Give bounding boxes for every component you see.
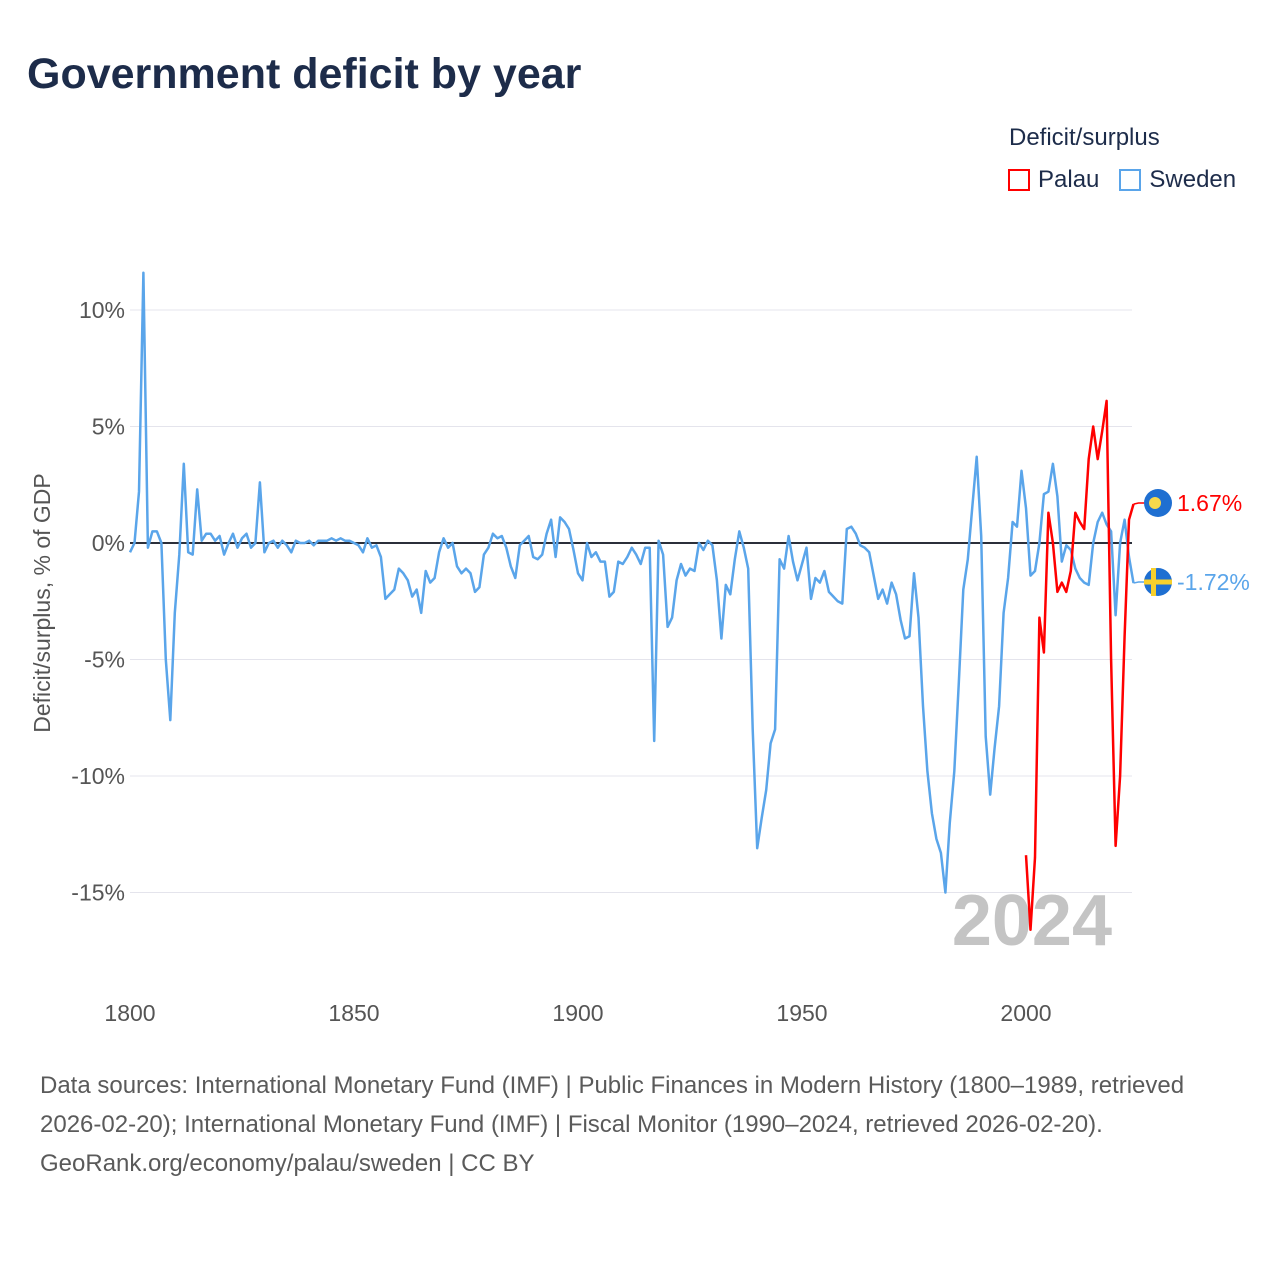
y-tick-label: 10% — [79, 297, 125, 323]
y-tick-label: -5% — [84, 647, 125, 673]
legend-swatch-palau — [1008, 169, 1030, 191]
end-connector — [1133, 502, 1145, 505]
legend-item-sweden[interactable]: Sweden — [1119, 166, 1236, 194]
end-connector — [1133, 581, 1145, 584]
y-tick-label: -10% — [71, 763, 125, 789]
x-tick-label: 1850 — [328, 1000, 379, 1026]
y-axis-label: Deficit/surplus, % of GDP — [29, 473, 55, 732]
x-tick-label: 1900 — [552, 1000, 603, 1026]
y-tick-label: -15% — [71, 880, 125, 906]
end-value-label: 1.67% — [1177, 490, 1242, 516]
y-tick-label: 0% — [92, 530, 125, 556]
flag-icon-palau — [1144, 489, 1172, 517]
legend: Palau Sweden — [1008, 166, 1236, 194]
flag-moon — [1149, 497, 1161, 509]
flag-cross-v — [1151, 568, 1156, 596]
legend-label: Sweden — [1149, 166, 1237, 193]
x-tick-label: 1950 — [776, 1000, 827, 1026]
x-tick-label: 1800 — [104, 1000, 155, 1026]
series-line-palau — [1024, 399, 1135, 932]
legend-label: Palau — [1038, 166, 1100, 193]
x-tick-label: 2000 — [1000, 1000, 1051, 1026]
end-value-label: -1.72% — [1177, 569, 1250, 595]
series-line-sweden — [128, 271, 1135, 894]
footer: Data sources: International Monetary Fun… — [40, 1066, 1240, 1183]
flag-cross-h — [1144, 579, 1172, 585]
credit-link[interactable]: GeoRank.org/economy/palau/sweden | CC BY — [40, 1150, 535, 1177]
flag-icon-sweden — [1144, 568, 1172, 596]
legend-title: Deficit/surplus — [1009, 124, 1160, 151]
legend-swatch-sweden — [1119, 169, 1142, 191]
data-sources: Data sources: International Monetary Fun… — [40, 1072, 1185, 1138]
page-title: Government deficit by year — [27, 50, 582, 98]
legend-item-palau[interactable]: Palau — [1008, 166, 1099, 194]
y-tick-label: 5% — [92, 414, 125, 440]
